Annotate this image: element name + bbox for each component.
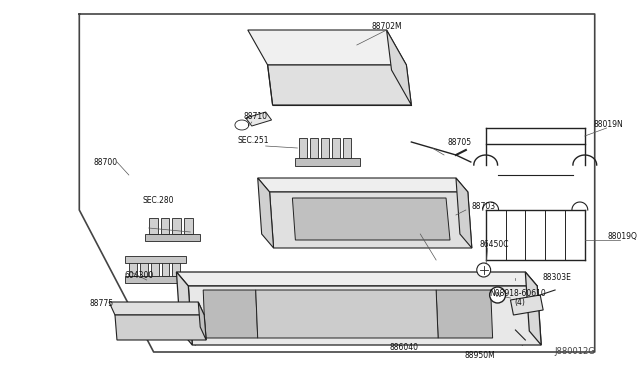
Polygon shape [246, 112, 271, 126]
Bar [145, 318, 155, 336]
Bar [172, 218, 181, 234]
Text: 88705: 88705 [448, 138, 472, 147]
Circle shape [490, 287, 506, 303]
Bar [172, 262, 180, 276]
Text: 604300: 604300 [124, 272, 154, 280]
Text: SEC.280: SEC.280 [143, 196, 174, 205]
Text: 88700: 88700 [93, 157, 117, 167]
Bar [184, 218, 193, 234]
Polygon shape [177, 272, 537, 286]
Text: 88019N: 88019N [594, 119, 623, 128]
Polygon shape [456, 178, 472, 248]
Polygon shape [198, 302, 206, 340]
Bar [131, 318, 141, 336]
Text: 88303E: 88303E [543, 273, 572, 282]
Text: (4): (4) [514, 298, 525, 308]
Polygon shape [292, 198, 450, 240]
Polygon shape [525, 272, 541, 345]
Bar [343, 138, 351, 158]
Polygon shape [258, 178, 273, 248]
Polygon shape [511, 295, 543, 315]
Polygon shape [268, 65, 412, 105]
Bar [140, 262, 148, 276]
Bar [289, 200, 298, 214]
Polygon shape [269, 192, 472, 248]
Text: 88710: 88710 [244, 112, 268, 121]
Bar [125, 276, 186, 283]
Polygon shape [115, 315, 206, 340]
Bar [278, 200, 287, 214]
Text: 88775: 88775 [89, 299, 113, 308]
Text: 886040: 886040 [390, 343, 419, 353]
Bar [300, 138, 307, 158]
Polygon shape [436, 290, 493, 338]
Text: SEC.251: SEC.251 [237, 135, 269, 144]
Text: 88019Q: 88019Q [607, 231, 637, 241]
Polygon shape [177, 272, 192, 345]
Bar [321, 138, 329, 158]
Text: N08918-60610: N08918-60610 [489, 289, 546, 298]
Text: 88702M: 88702M [371, 22, 402, 31]
Bar [159, 318, 168, 336]
Bar [150, 262, 159, 276]
Bar [172, 318, 182, 336]
Bar [310, 138, 318, 158]
Bar [296, 158, 360, 166]
Text: N: N [495, 292, 500, 298]
Polygon shape [256, 290, 438, 338]
Polygon shape [109, 302, 204, 315]
Bar [125, 256, 186, 263]
Circle shape [477, 263, 491, 277]
Bar [161, 262, 170, 276]
Polygon shape [203, 290, 258, 338]
Polygon shape [248, 30, 406, 65]
Bar [129, 262, 137, 276]
Text: 88950M: 88950M [465, 352, 495, 360]
Text: 86450C: 86450C [480, 240, 509, 248]
Bar [161, 218, 170, 234]
Bar [332, 138, 340, 158]
Bar [148, 218, 157, 234]
Text: J880012G: J880012G [554, 347, 595, 356]
Bar [145, 234, 200, 241]
Polygon shape [258, 178, 468, 192]
Polygon shape [188, 286, 541, 345]
Text: 88703: 88703 [472, 202, 496, 211]
Bar [301, 200, 310, 214]
Polygon shape [387, 30, 412, 105]
